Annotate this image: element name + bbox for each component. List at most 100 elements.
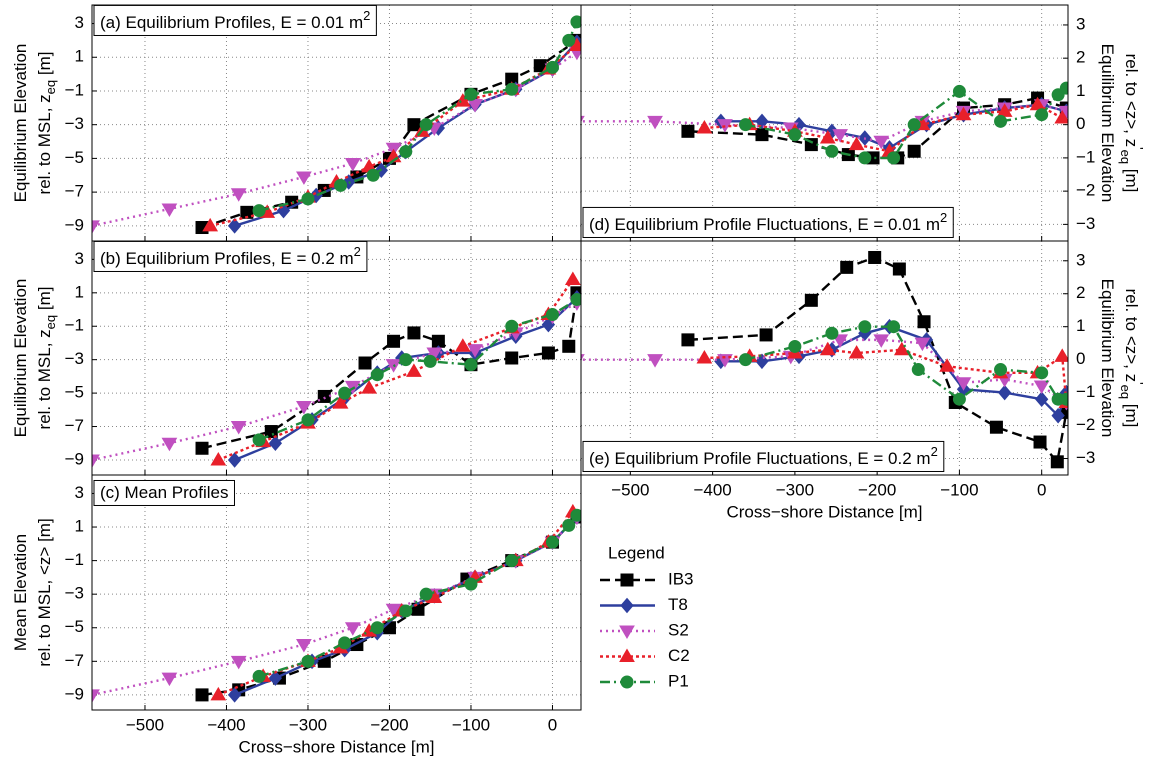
- y-tick-label: −2: [1076, 181, 1095, 200]
- text-segment: (d) Equilibrium Profile Fluctuations, E …: [589, 215, 940, 234]
- panel-title: (b) Equilibrium Profiles, E = 0.2 m2: [100, 244, 361, 268]
- y-tick-label: 2: [1076, 48, 1085, 67]
- marker: [955, 377, 972, 391]
- marker: [344, 157, 361, 172]
- marker: [994, 363, 1008, 377]
- legend-marker: [619, 648, 635, 662]
- marker: [230, 421, 247, 435]
- marker: [334, 178, 348, 192]
- marker: [252, 204, 266, 218]
- marker: [407, 326, 421, 340]
- marker: [92, 689, 100, 703]
- series-line: [92, 301, 578, 462]
- x-tick-label: −300: [289, 715, 327, 734]
- y-tick-label: −3: [65, 349, 84, 368]
- y-tick-label: −3: [1076, 214, 1095, 233]
- marker: [252, 433, 266, 447]
- y-tick-label: 1: [75, 517, 84, 536]
- text-segment: eq: [43, 315, 58, 329]
- marker: [399, 145, 413, 159]
- x-tick-label: −100: [940, 480, 978, 499]
- legend-title: Legend: [608, 543, 665, 562]
- legend-label: T8: [668, 595, 688, 614]
- series-group: [92, 271, 581, 468]
- plot-area: [92, 475, 581, 710]
- marker: [161, 672, 178, 687]
- marker: [505, 82, 519, 96]
- y-axis-label: Equilibrium Elevation: [1098, 279, 1117, 438]
- marker: [955, 106, 972, 121]
- marker: [419, 118, 433, 132]
- marker: [467, 98, 483, 113]
- marker: [454, 93, 471, 107]
- marker: [454, 338, 471, 352]
- marker: [825, 326, 839, 340]
- marker: [545, 308, 559, 322]
- series-group: [581, 250, 1068, 469]
- x-tick-label: −500: [611, 480, 649, 499]
- marker: [505, 554, 519, 568]
- text-segment: 2: [931, 444, 938, 459]
- marker: [994, 114, 1008, 128]
- text-segment: Equilibrium Elevation: [11, 279, 30, 438]
- title-box: [93, 4, 377, 36]
- title-box: [93, 479, 235, 506]
- legend-label: IB3: [668, 569, 694, 588]
- text-segment: Equilibrium Elevation: [1098, 44, 1117, 203]
- title-box: [582, 206, 954, 238]
- marker: [161, 203, 178, 217]
- text-segment: ': [1131, 382, 1146, 384]
- y-tick-label: 0: [1076, 114, 1085, 133]
- y-tick-label: −1: [65, 80, 84, 99]
- marker: [848, 345, 865, 359]
- y-tick-label: 1: [75, 282, 84, 301]
- plot-area: [92, 241, 581, 475]
- y-tick-label: −7: [65, 651, 84, 670]
- marker: [423, 354, 437, 368]
- y-tick-label: −9: [65, 449, 84, 468]
- marker: [268, 435, 283, 452]
- marker: [570, 293, 581, 306]
- marker: [407, 118, 421, 132]
- marker: [696, 350, 713, 364]
- legend-marker: [619, 625, 635, 639]
- text-segment: eq: [1118, 150, 1133, 164]
- text-segment: rel. to MSL, <z> [m]: [35, 518, 54, 666]
- text-segment: (e) Equilibrium Profile Fluctuations, E …: [589, 449, 931, 468]
- marker: [1050, 455, 1064, 469]
- plot-area: [92, 5, 581, 241]
- marker: [788, 128, 802, 142]
- y-axis-label: rel. to <z>, z'eq [m]: [1118, 54, 1146, 193]
- text-segment: rel. to MSL, z: [35, 94, 54, 194]
- marker: [301, 192, 315, 206]
- series-group: [581, 81, 1068, 165]
- marker: [366, 168, 380, 182]
- marker: [1059, 392, 1068, 406]
- y-tick-label: −5: [65, 148, 84, 167]
- marker: [562, 339, 576, 353]
- text-segment: rel. to <z>, z: [1122, 54, 1141, 148]
- marker: [301, 413, 315, 427]
- text-segment: 2: [940, 210, 947, 225]
- y-tick-label: −5: [65, 383, 84, 402]
- marker: [332, 395, 349, 409]
- y-tick-label: 1: [1076, 316, 1085, 335]
- legend-label: C2: [668, 646, 690, 665]
- y-tick-label: −9: [65, 215, 84, 234]
- marker: [562, 33, 576, 47]
- text-segment: [m]: [1122, 164, 1141, 192]
- y-tick-label: −1: [1076, 147, 1095, 166]
- marker: [804, 293, 818, 307]
- marker: [1035, 366, 1049, 380]
- series-line: [258, 21, 579, 212]
- legend-label: S2: [668, 620, 689, 639]
- y-tick-label: −1: [65, 316, 84, 335]
- marker: [755, 128, 769, 142]
- y-axis-label: Equilibrium Elevation: [11, 279, 30, 438]
- marker: [893, 341, 910, 356]
- marker: [92, 220, 100, 234]
- marker: [907, 118, 921, 132]
- marker: [338, 636, 352, 650]
- marker: [464, 87, 478, 101]
- plot-area: [581, 241, 1068, 475]
